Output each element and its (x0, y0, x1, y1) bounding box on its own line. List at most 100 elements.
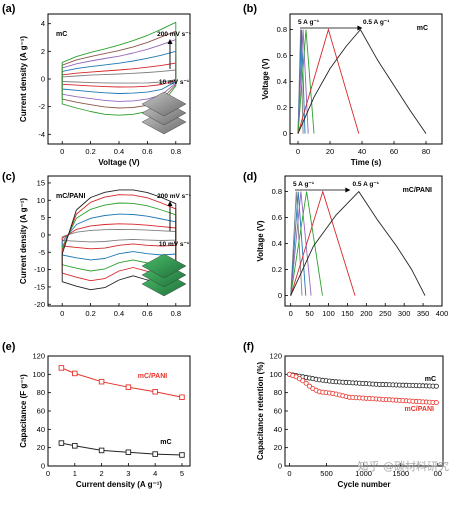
y-tick-label: -4 (38, 130, 45, 139)
y-tick-label: -10 (34, 265, 45, 274)
panel-label: (c) (2, 171, 16, 183)
data-point (98, 378, 105, 385)
x-tick-label: 350 (417, 309, 430, 318)
gcd-curve-4 (297, 29, 306, 134)
axes-frame (47, 355, 191, 467)
x-tick-label: 1000 (355, 469, 372, 478)
panel-a: (a) 0 0.2 0.4 0.6 0.8 -4 -2 0 2 4 Voltage (V) Curren… (2, 3, 191, 167)
x-axis-label: Voltage (V) (98, 158, 140, 167)
series-label-mC-PANI: mC/PANI (138, 373, 167, 380)
data-point (152, 451, 158, 457)
annotation-min-rate: 10 mV s⁻¹ (159, 241, 189, 248)
data-point (98, 447, 105, 454)
x-tick-label: 400 (436, 309, 449, 318)
data-point (72, 370, 78, 377)
y-axis-label: Current density (A g⁻¹) (19, 198, 28, 284)
current-arrowhead (345, 187, 351, 193)
material-label: mC/PANI (403, 187, 432, 194)
x-tick-label: 00 (434, 469, 442, 478)
y-tick-label: 80 (274, 388, 282, 397)
x-tick-label: 40 (358, 147, 366, 156)
material-label: mC/PANI (56, 193, 85, 200)
data-point (179, 394, 185, 401)
x-tick-label: 250 (379, 309, 392, 318)
data-point (300, 378, 306, 384)
y-tick-label: 100 (269, 370, 282, 379)
gcd-curve-2 (290, 191, 323, 296)
annotation-high-current: 5 A g⁻¹ (293, 181, 314, 188)
gcd-curve-1 (297, 27, 360, 134)
data-point (179, 452, 185, 458)
stacked-sheet-illustration (141, 253, 187, 279)
y-tick-label: 0.4 (272, 239, 282, 248)
panel-e: (e) 0 1 2 3 4 5 0 20 40 60 80 100 120 Current density … (2, 341, 191, 489)
x-tick-label: 200 (360, 309, 373, 318)
x-tick-label: 0 (46, 469, 50, 478)
scan-rate-arrowhead (167, 39, 173, 44)
x-tick-label: 60 (390, 147, 398, 156)
y-tick-label: 0 (283, 129, 287, 138)
material-label: mC (417, 25, 428, 32)
stacked-sheet-illustration (141, 91, 187, 117)
data-point (72, 443, 78, 449)
annotation-low-current: 0.5 A g⁻¹ (363, 19, 389, 26)
y-tick-label: -5 (38, 248, 45, 257)
y-axis-label: Current density (A g⁻¹) (19, 36, 28, 122)
gcd-curve-5 (290, 191, 303, 296)
data-point (306, 383, 312, 389)
y-tick-label: 80 (37, 388, 45, 397)
x-tick-label: 4 (153, 469, 157, 478)
material-label: mC (56, 31, 67, 38)
y-tick-label: 0 (41, 462, 45, 471)
plot-area (290, 190, 426, 296)
y-tick-label: 40 (274, 425, 282, 434)
cv-curve-50 (61, 213, 177, 261)
data-point (125, 384, 132, 390)
x-tick-label: 5 (180, 469, 184, 478)
x-tick-label: 100 (322, 309, 335, 318)
series-label-mC: mC (425, 376, 436, 383)
x-tick-label: 0 (60, 309, 64, 318)
x-tick-label: 0.2 (85, 147, 95, 156)
data-point (303, 380, 309, 386)
annotation-max-rate: 200 mV s⁻¹ (157, 31, 191, 38)
x-tick-label: 0.6 (142, 309, 152, 318)
y-tick-label: -15 (34, 282, 45, 291)
x-tick-label: 300 (398, 309, 411, 318)
y-tick-label: 60 (274, 407, 282, 416)
annotation-high-current: 5 A g⁻¹ (298, 19, 319, 26)
y-tick-label: 0.6 (277, 51, 287, 60)
cv-curve-200 (61, 21, 177, 116)
y-tick-label: 10 (37, 196, 45, 205)
watermark: 知乎 @碳材料研究 (357, 460, 450, 473)
y-tick-label: 0 (278, 291, 282, 300)
gcd-curve-0.5 (290, 190, 426, 296)
current-arrowhead (357, 25, 363, 31)
panel-label: (d) (243, 171, 257, 183)
x-tick-label: 0.8 (171, 309, 181, 318)
panel-label: (f) (243, 341, 254, 353)
plot-area (58, 365, 185, 458)
panel-d: (d) 0 50 100 150 200 250 300 350 400 0 0.2 0.4 0.6 0.8… (243, 171, 448, 318)
y-tick-label: 0.8 (272, 187, 282, 196)
y-tick-label: 0.4 (277, 77, 287, 86)
panel-b: (b) 0 20 40 60 80 0 0.2 0.4 0.6 0.8 Time (s) Voltage… (243, 3, 443, 167)
cv-curve-100 (61, 39, 177, 102)
gcd-curve-3 (290, 191, 312, 296)
y-tick-label: 0.2 (277, 103, 287, 112)
y-tick-label: 0.2 (272, 265, 282, 274)
y-tick-label: -2 (38, 102, 45, 111)
series-label-mC: mC (160, 439, 171, 446)
gcd-curve-1 (290, 190, 356, 296)
x-tick-label: 500 (320, 469, 333, 478)
y-axis-label: Capacitance (F g⁻¹) (19, 374, 28, 448)
y-axis-label: Capacitance retention (%) (256, 362, 265, 461)
y-tick-label: 15 (37, 178, 45, 187)
x-tick-label: 0.6 (142, 147, 152, 156)
panel-c: (c) 0 0.2 0.4 0.6 0.8 -20 -15 -10 -5 0 5 10 15 Current… (2, 171, 191, 318)
x-tick-label: 150 (341, 309, 354, 318)
y-tick-label: 0 (41, 75, 45, 84)
y-tick-label: 0 (278, 462, 282, 471)
x-tick-label: 2 (99, 469, 103, 478)
